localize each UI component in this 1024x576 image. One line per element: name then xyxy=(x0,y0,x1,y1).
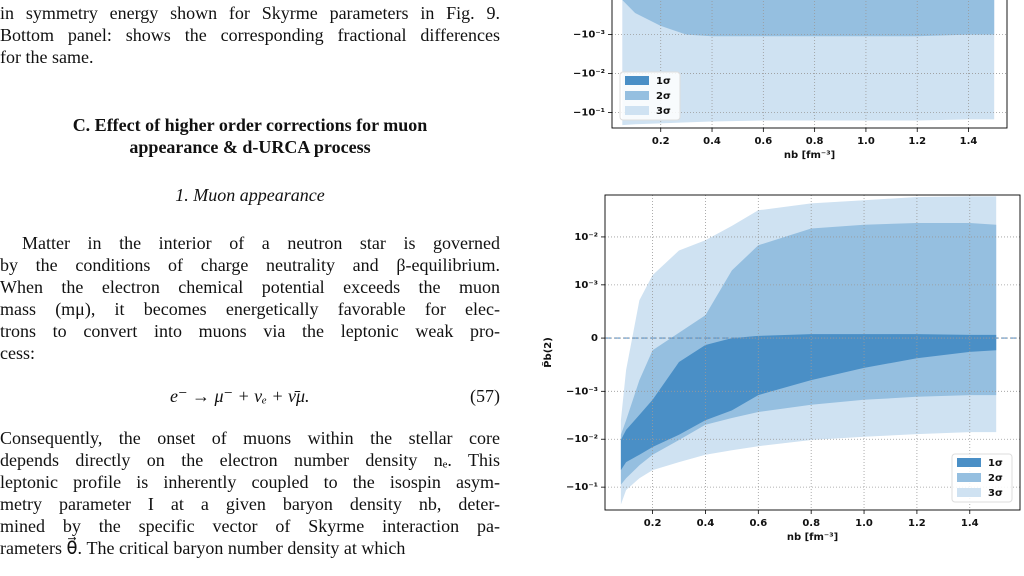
section-heading: appearance & d-URCA process xyxy=(129,137,371,157)
subsection-heading: 1. Muon appearance xyxy=(175,185,325,205)
legend-swatch xyxy=(957,473,981,482)
plot-area xyxy=(605,195,1020,510)
caption-line: in symmetry energy shown for Skyrme para… xyxy=(0,3,500,23)
paragraph-line: mined by the specific vector of Skyrme i… xyxy=(0,516,500,536)
legend-swatch xyxy=(957,458,981,467)
y-tick-label: −10⁻³ xyxy=(566,386,598,397)
equation-body: e⁻ → μ⁻ + νₑ + ν̄μ. xyxy=(170,386,310,406)
y-tick-label: 10⁻² xyxy=(574,232,598,243)
x-tick-label: 0.8 xyxy=(802,518,820,529)
legend-label: 2σ xyxy=(656,91,671,102)
legend-swatch xyxy=(625,91,649,100)
x-tick-label: 0.8 xyxy=(806,136,824,147)
x-axis-label: nb [fm⁻³] xyxy=(784,150,835,161)
equation-number: (57) xyxy=(470,386,500,406)
legend-swatch xyxy=(625,106,649,115)
paragraph-line: Matter in the interior of a neutron star… xyxy=(22,233,500,253)
y-tick-label: −10⁻³ xyxy=(573,30,605,41)
legend-swatch xyxy=(957,488,981,497)
paragraph-line: trons to convert into muons via the lept… xyxy=(0,321,500,341)
paragraph-line: leptonic profile is inherently coupled t… xyxy=(0,472,500,492)
text-column: 1. Muon appearance e⁻ → μ⁻ + νₑ + ν̄μ. (… xyxy=(0,0,500,576)
y-axis-label: P̃b(2) xyxy=(541,337,554,368)
x-tick-label: 0.4 xyxy=(703,136,721,147)
paragraph-line: rameters θ⃗. The critical baryon number … xyxy=(0,538,406,558)
x-tick-label: 1.0 xyxy=(855,518,873,529)
paragraph-line: depends directly on the electron number … xyxy=(0,450,500,470)
equation: e⁻ → μ⁻ + νₑ + ν̄μ. (57) xyxy=(0,385,500,407)
legend-label: 2σ xyxy=(988,473,1003,484)
caption-line: Bottom panel: shows the corresponding fr… xyxy=(0,25,500,45)
x-tick-label: 0.2 xyxy=(652,136,670,147)
band xyxy=(622,0,995,37)
y-tick-label: 0 xyxy=(591,333,598,344)
legend-label: 3σ xyxy=(656,106,671,117)
x-axis-label: nb [fm⁻³] xyxy=(787,532,838,543)
legend-label: 1σ xyxy=(656,76,671,87)
legend-label: 1σ xyxy=(988,458,1003,469)
legend-swatch xyxy=(625,76,649,85)
paragraph-line: metry parameter I at a given baryon dens… xyxy=(0,494,500,514)
plot-area xyxy=(612,0,1007,128)
x-tick-label: 1.2 xyxy=(908,518,926,529)
y-tick-label: −10⁻¹ xyxy=(573,107,605,118)
x-tick-label: 1.4 xyxy=(961,518,979,529)
x-tick-label: 0.4 xyxy=(697,518,715,529)
x-tick-label: 0.2 xyxy=(644,518,662,529)
x-tick-label: 0.6 xyxy=(754,136,772,147)
paragraph-line: mass (mμ), it becomes energetically favo… xyxy=(0,299,500,319)
section-heading: C. Effect of higher order corrections fo… xyxy=(72,115,428,135)
x-tick-label: 1.0 xyxy=(857,136,875,147)
x-tick-label: 1.4 xyxy=(960,136,978,147)
band xyxy=(620,334,997,471)
y-tick-label: 10⁻³ xyxy=(574,280,598,291)
caption-line: for the same. xyxy=(0,47,94,67)
paragraph-line: Consequently, the onset of muons within … xyxy=(0,428,500,448)
legend-label: 3σ xyxy=(988,488,1003,499)
x-tick-label: 0.6 xyxy=(749,518,767,529)
axes-frame xyxy=(604,194,1021,511)
y-tick-label: −10⁻¹ xyxy=(566,482,598,493)
x-tick-label: 1.2 xyxy=(908,136,926,147)
y-tick-label: −10⁻² xyxy=(566,434,598,445)
paragraph-line: cess: xyxy=(0,343,35,363)
paragraph-line: by the conditions of charge neutrality a… xyxy=(0,255,500,275)
paragraph-line: When the electron chemical potential exc… xyxy=(0,277,500,297)
axes-frame xyxy=(611,0,1008,129)
y-tick-label: −10⁻² xyxy=(573,69,605,80)
